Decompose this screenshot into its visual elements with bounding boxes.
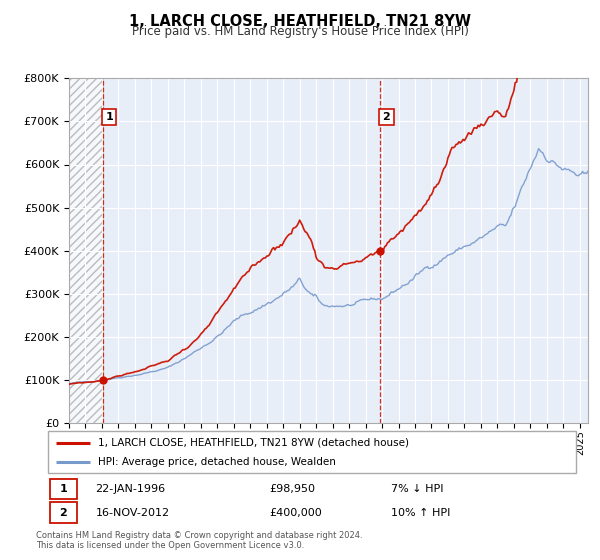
Text: 7% ↓ HPI: 7% ↓ HPI xyxy=(391,484,444,494)
Text: 1: 1 xyxy=(106,112,113,122)
FancyBboxPatch shape xyxy=(50,502,77,522)
Text: Contains HM Land Registry data © Crown copyright and database right 2024.: Contains HM Land Registry data © Crown c… xyxy=(36,531,362,540)
FancyBboxPatch shape xyxy=(50,479,77,499)
Text: 1, LARCH CLOSE, HEATHFIELD, TN21 8YW (detached house): 1, LARCH CLOSE, HEATHFIELD, TN21 8YW (de… xyxy=(98,437,409,447)
Text: £98,950: £98,950 xyxy=(270,484,316,494)
Text: 10% ↑ HPI: 10% ↑ HPI xyxy=(391,507,451,517)
Bar xyxy=(69,78,103,423)
Text: £400,000: £400,000 xyxy=(270,507,323,517)
Text: 1, LARCH CLOSE, HEATHFIELD, TN21 8YW: 1, LARCH CLOSE, HEATHFIELD, TN21 8YW xyxy=(129,14,471,29)
Text: 1: 1 xyxy=(59,484,67,494)
Text: 2: 2 xyxy=(59,507,67,517)
Text: 16-NOV-2012: 16-NOV-2012 xyxy=(95,507,170,517)
Text: 2: 2 xyxy=(383,112,390,122)
Bar xyxy=(69,78,103,423)
Text: Price paid vs. HM Land Registry's House Price Index (HPI): Price paid vs. HM Land Registry's House … xyxy=(131,25,469,38)
Text: HPI: Average price, detached house, Wealden: HPI: Average price, detached house, Weal… xyxy=(98,457,336,467)
Text: This data is licensed under the Open Government Licence v3.0.: This data is licensed under the Open Gov… xyxy=(36,541,304,550)
Text: 22-JAN-1996: 22-JAN-1996 xyxy=(95,484,166,494)
